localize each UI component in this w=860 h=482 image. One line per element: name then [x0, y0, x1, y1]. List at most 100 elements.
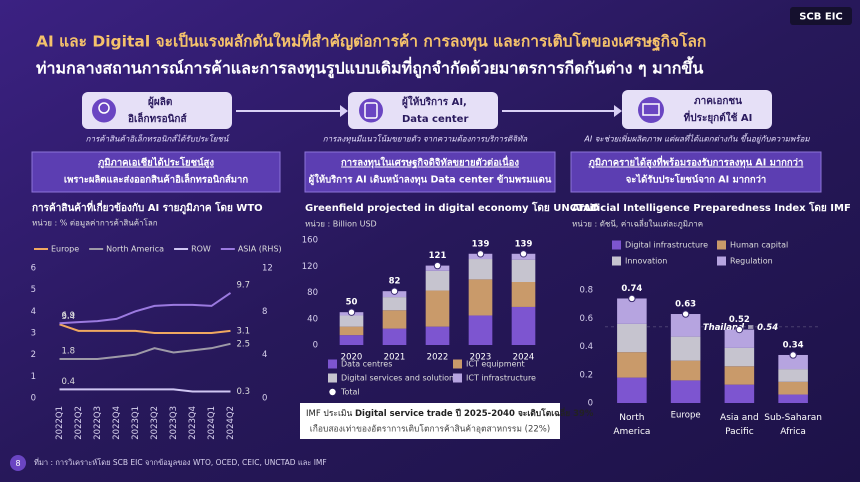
chart-title: การค้าสินค้าที่เกี่ยวข้องกับ AI รายภูมิภ…: [32, 200, 263, 215]
total-label: 139: [515, 239, 533, 249]
logo: SCB EIC: [799, 12, 843, 23]
bar-segment: [511, 306, 536, 345]
legend-label: ICT infrastructure: [466, 374, 536, 383]
bar-segment: [617, 352, 647, 378]
arrow: [502, 105, 622, 117]
total-marker: [476, 250, 485, 258]
total-label: 139: [472, 239, 490, 249]
data-label: 0.3: [237, 387, 251, 397]
flow-label: ผู้ผลิต: [148, 96, 172, 109]
chart-unit: หน่วย : ดัชนี, ค่าเฉลี่ยในแต่ละภูมิภาค: [572, 218, 703, 230]
banner-title: การลงทุนในเศรษฐกิจดิจิทัลขยายตัวต่อเนื่อ…: [341, 155, 519, 169]
legend-swatch: [612, 240, 621, 250]
legend-swatch: [717, 240, 726, 250]
y-tick-label: 0.6: [579, 314, 593, 324]
note-box: [300, 403, 560, 439]
data-label: 1.8: [62, 347, 76, 357]
line: [59, 292, 232, 325]
bar-segment: [724, 347, 755, 367]
y-tick-label: 1: [31, 372, 36, 382]
legend-label: ICT equipment: [466, 360, 525, 369]
y-tick-label: 40: [307, 314, 318, 324]
total-marker: [390, 287, 399, 295]
bar-segment: [382, 310, 407, 329]
chart-title: Artificial Intelligence Preparedness Ind…: [572, 201, 851, 214]
banner-title: ภูมิภาคเอเชียได้ประโยชน์สูง: [98, 157, 214, 170]
y2-tick-label: 12: [262, 264, 273, 274]
source: ที่มา : การวิเคราะห์โดย SCB EIC จากข้อมู…: [34, 457, 327, 467]
total-marker: [347, 308, 356, 316]
legend-label: North America: [106, 245, 164, 254]
note-highlight: Digital service trade ปี 2025-2040 จะเติ…: [355, 406, 594, 419]
bar-segment: [617, 298, 647, 324]
bar-segment: [778, 381, 808, 395]
flow-label: อิเล็กทรอนิกส์: [128, 111, 187, 125]
flow-label: ที่ประยุกต์ใช้ AI: [684, 110, 753, 124]
bar-segment: [778, 369, 808, 382]
x-tick-label: 2023Q2: [150, 406, 160, 440]
y-tick-label: 0: [313, 341, 318, 351]
legend-label: Human capital: [730, 241, 788, 250]
icon: [638, 97, 664, 123]
flow-box: [348, 92, 498, 129]
legend-swatch: [328, 359, 337, 369]
y-tick-label: 120: [302, 262, 318, 272]
bar-segment: [468, 279, 493, 316]
page-badge: [10, 455, 26, 471]
total-label: 50: [346, 298, 358, 308]
x-tick-label: 2022Q1: [55, 406, 65, 440]
legend-swatch: [612, 256, 621, 266]
bar-segment: [778, 354, 808, 370]
bar-segment: [617, 377, 647, 403]
data-label: 3.1: [237, 326, 251, 336]
x-tick-label: 2023: [470, 353, 492, 363]
bar-segment: [724, 384, 755, 403]
x-tick-label: Sub-Saharan Africa: [764, 413, 822, 437]
data-label: 3.4: [62, 312, 76, 322]
bar-segment: [670, 360, 701, 381]
legend-label: Regulation: [730, 257, 773, 266]
note-line: IMF ประเมิน Digital service trade ปี 202…: [306, 406, 594, 419]
bar-segment: [778, 394, 808, 403]
legend-label: ASIA (RHS): [238, 245, 282, 254]
legend-label: Digital infrastructure: [625, 241, 708, 250]
flow-caption: การลงทุนมีแนวโน้มขยายตัว จากความต้องการบ…: [323, 134, 529, 145]
banner-text: ผู้ให้บริการ AI เดินหน้าลงทุน Data cente…: [309, 174, 552, 187]
flow-caption: การค้าสินค้าอิเล็กทรอนิกส์ได้รับประโยชน์: [86, 134, 231, 144]
bar-segment: [425, 270, 450, 291]
x-tick-label: 2024: [513, 353, 535, 363]
y-tick-label: 0.2: [579, 370, 593, 380]
y-tick-label: 3: [31, 329, 36, 339]
data-label: 9.7: [237, 280, 251, 290]
legend-label: Innovation: [625, 257, 667, 266]
legend-label: Europe: [51, 245, 79, 254]
line: [59, 323, 231, 334]
flow: ผู้ผลิต อิเล็กทรอนิกส์ การค้าสินค้าอิเล็…: [82, 90, 810, 145]
data-label: 0.4: [62, 377, 76, 387]
total-label: 0.74: [621, 284, 642, 294]
x-tick-label: 2021: [384, 353, 406, 363]
bar-segment: [617, 323, 647, 353]
bar-segment: [724, 366, 755, 385]
y-tick-label: 0: [31, 394, 36, 404]
flow-label: Data center: [402, 114, 468, 125]
bar-segment: [382, 328, 407, 345]
y2-tick-label: 8: [262, 307, 267, 317]
bar-segment: [511, 259, 536, 282]
title: AI และ Digital จะเป็นแรงผลักดันใหม่ที่สำ…: [36, 30, 706, 52]
total-label: 0.34: [783, 340, 804, 350]
bar-segment: [425, 326, 450, 345]
legend-swatch: [453, 359, 462, 369]
y-tick-label: 0.8: [579, 286, 593, 296]
x-tick-label: 2022: [427, 353, 449, 363]
chart-unit: หน่วย : Billion USD: [305, 220, 377, 229]
chart-unit: หน่วย : % ต่อมูลค่าการค้าสินค้าโลก: [32, 218, 158, 229]
legend-label: Digital services and solutions: [341, 374, 458, 383]
banner-title: ภูมิภาครายได้สูงที่พร้อมรองรับการลงทุน A…: [589, 155, 804, 170]
total-marker: [519, 250, 528, 258]
bar-segment: [339, 326, 364, 336]
bar-segment: [468, 315, 493, 345]
legend-label: Data centres: [341, 360, 392, 369]
y-tick-label: 6: [31, 264, 36, 274]
